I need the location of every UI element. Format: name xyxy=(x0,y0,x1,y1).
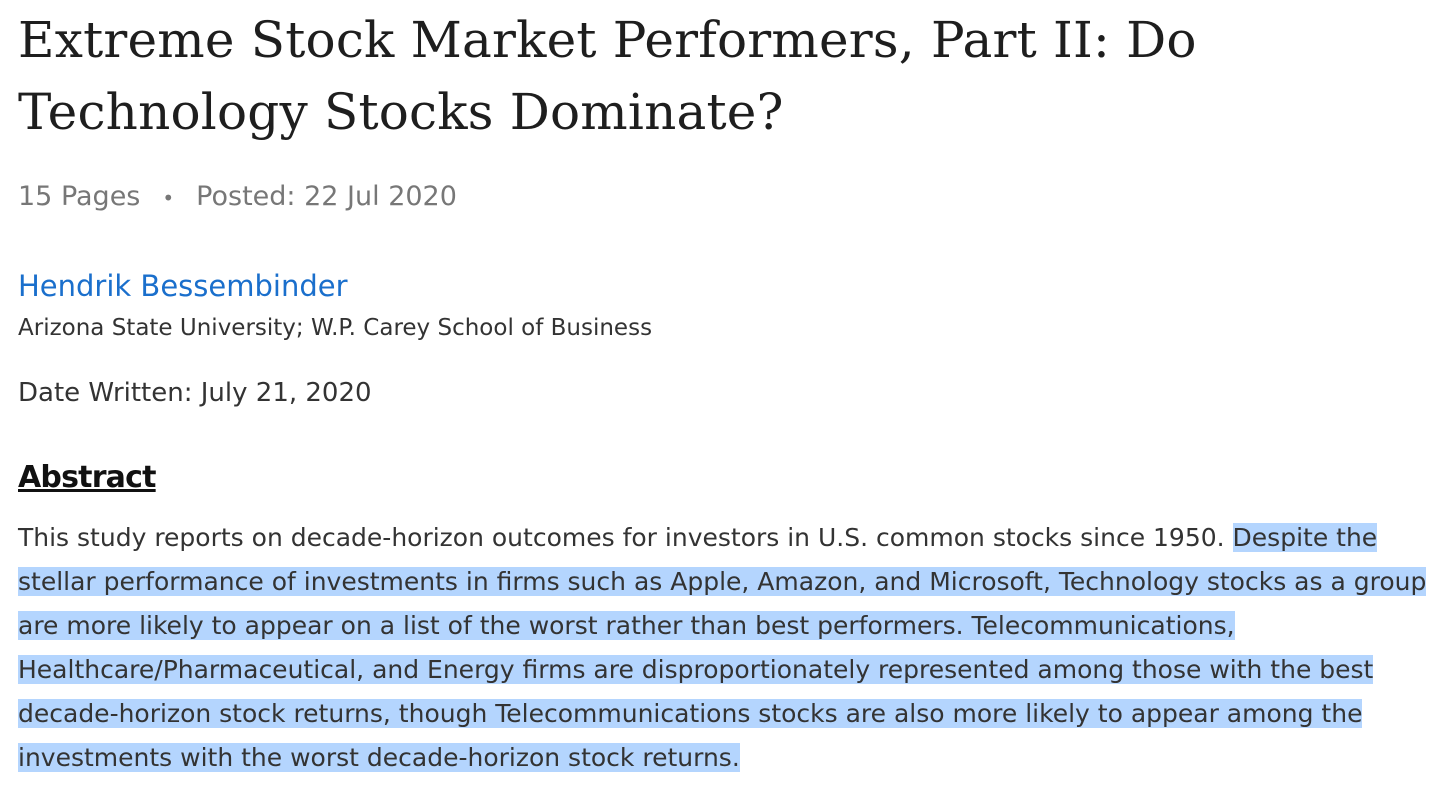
meta-separator: • xyxy=(162,185,175,210)
author-affiliation: Arizona State University; W.P. Carey Sch… xyxy=(18,315,653,341)
abstract-text-selected: Despite the stellar performance of inves… xyxy=(18,523,1427,772)
date-written: Date Written: July 21, 2020 xyxy=(18,378,372,408)
abstract-body[interactable]: This study reports on decade-horizon out… xyxy=(18,516,1438,780)
posted-date: Posted: 22 Jul 2020 xyxy=(196,181,457,212)
abstract-heading: Abstract xyxy=(18,460,156,495)
page-count: 15 Pages xyxy=(18,181,141,212)
abstract-text-unselected: This study reports on decade-horizon out… xyxy=(18,523,1233,552)
paper-meta: 15 Pages • Posted: 22 Jul 2020 xyxy=(18,178,1438,216)
paper-title: Extreme Stock Market Performers, Part II… xyxy=(18,11,1197,141)
paper-page: Extreme Stock Market Performers, Part II… xyxy=(18,0,1438,780)
author-link[interactable]: Hendrik Bessembinder xyxy=(18,269,348,303)
